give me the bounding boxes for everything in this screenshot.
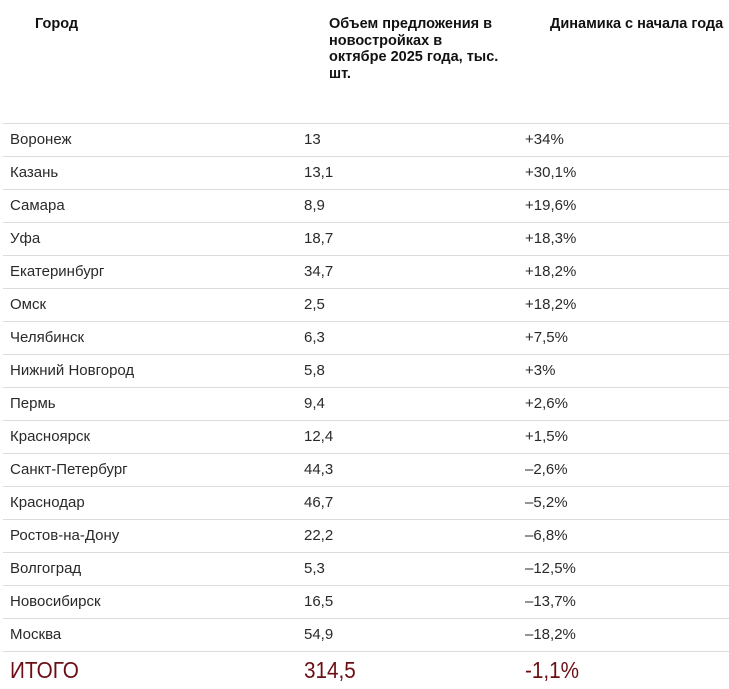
table-row: Красноярск 12,4 +1,5% — [3, 421, 729, 454]
table-row: Санкт-Петербург 44,3 –2,6% — [3, 454, 729, 487]
dynamics-cell: –18,2% — [525, 626, 576, 643]
city-table: Город Объем предложения в новостройках в… — [3, 0, 729, 688]
volume-cell: 5,3 — [304, 560, 325, 577]
table-row: Челябинск 6,3 +7,5% — [3, 322, 729, 355]
volume-cell: 54,9 — [304, 626, 334, 643]
city-cell: Москва — [10, 626, 62, 643]
volume-cell: 2,5 — [304, 296, 325, 313]
city-cell: Екатеринбург — [10, 263, 105, 280]
header-dynamics: Динамика с начала года — [550, 16, 724, 32]
table-row: Воронеж 13 +34% — [3, 124, 729, 157]
volume-cell: 18,7 — [304, 230, 334, 247]
total-label: ИТОГО — [10, 657, 79, 683]
city-cell: Омск — [10, 296, 47, 313]
dynamics-cell: –6,8% — [525, 527, 568, 544]
dynamics-cell: +18,3% — [525, 230, 577, 247]
city-cell: Волгоград — [10, 560, 82, 577]
city-cell: Самара — [10, 197, 65, 214]
dynamics-cell: +2,6% — [525, 395, 568, 412]
city-cell: Уфа — [10, 230, 41, 247]
dynamics-cell: –5,2% — [525, 494, 568, 511]
table-row: Нижний Новгород 5,8 +3% — [3, 355, 729, 388]
city-cell: Новосибирск — [10, 593, 101, 610]
table-row: Волгоград 5,3 –12,5% — [3, 553, 729, 586]
dynamics-cell: +19,6% — [525, 197, 577, 214]
table-row: Новосибирск 16,5 –13,7% — [3, 586, 729, 619]
total-volume: 314,5 — [304, 657, 356, 683]
dynamics-cell: +30,1% — [525, 164, 577, 181]
dynamics-cell: +7,5% — [525, 329, 568, 346]
city-cell: Пермь — [10, 395, 56, 412]
header-city: Город — [35, 16, 79, 32]
table-row: Уфа 18,7 +18,3% — [3, 223, 729, 256]
volume-cell: 9,4 — [304, 395, 325, 412]
volume-cell: 44,3 — [304, 461, 334, 478]
volume-cell: 12,4 — [304, 428, 334, 445]
total-dynamics: -1,1% — [525, 657, 580, 683]
dynamics-cell: +18,2% — [525, 263, 577, 280]
volume-cell: 22,2 — [304, 527, 334, 544]
dynamics-cell: –12,5% — [525, 560, 576, 577]
dynamics-cell: +18,2% — [525, 296, 577, 313]
dynamics-cell: +3% — [525, 362, 556, 379]
table-header: Город Объем предложения в новостройках в… — [3, 0, 729, 124]
table-row: Пермь 9,4 +2,6% — [3, 388, 729, 421]
table-row: Краснодар 46,7 –5,2% — [3, 487, 729, 520]
total-row: ИТОГО 314,5 -1,1% — [3, 652, 729, 688]
table-row: Омск 2,5 +18,2% — [3, 289, 729, 322]
volume-cell: 16,5 — [304, 593, 334, 610]
volume-cell: 13,1 — [304, 164, 334, 181]
table-row: Ростов-на-Дону 22,2 –6,8% — [3, 520, 729, 553]
city-cell: Казань — [10, 164, 59, 181]
dynamics-cell: +1,5% — [525, 428, 568, 445]
city-cell: Нижний Новгород — [10, 362, 135, 379]
header-volume: Объем предложения в новостройках в октяб… — [329, 16, 499, 82]
city-cell: Краснодар — [10, 494, 85, 511]
volume-cell: 34,7 — [304, 263, 334, 280]
dynamics-cell: –13,7% — [525, 593, 576, 610]
volume-cell: 5,8 — [304, 362, 325, 379]
table-row: Казань 13,1 +30,1% — [3, 157, 729, 190]
dynamics-cell: +34% — [525, 131, 564, 148]
city-cell: Воронеж — [10, 131, 72, 148]
table-row: Екатеринбург 34,7 +18,2% — [3, 256, 729, 289]
table-row: Москва 54,9 –18,2% — [3, 619, 729, 652]
city-cell: Ростов-на-Дону — [10, 527, 120, 544]
volume-cell: 8,9 — [304, 197, 325, 214]
volume-cell: 13 — [304, 131, 321, 148]
table-row: Самара 8,9 +19,6% — [3, 190, 729, 223]
volume-cell: 6,3 — [304, 329, 325, 346]
city-cell: Красноярск — [10, 428, 91, 445]
dynamics-cell: –2,6% — [525, 461, 568, 478]
city-cell: Челябинск — [10, 329, 85, 346]
volume-cell: 46,7 — [304, 494, 334, 511]
city-cell: Санкт-Петербург — [10, 461, 128, 478]
